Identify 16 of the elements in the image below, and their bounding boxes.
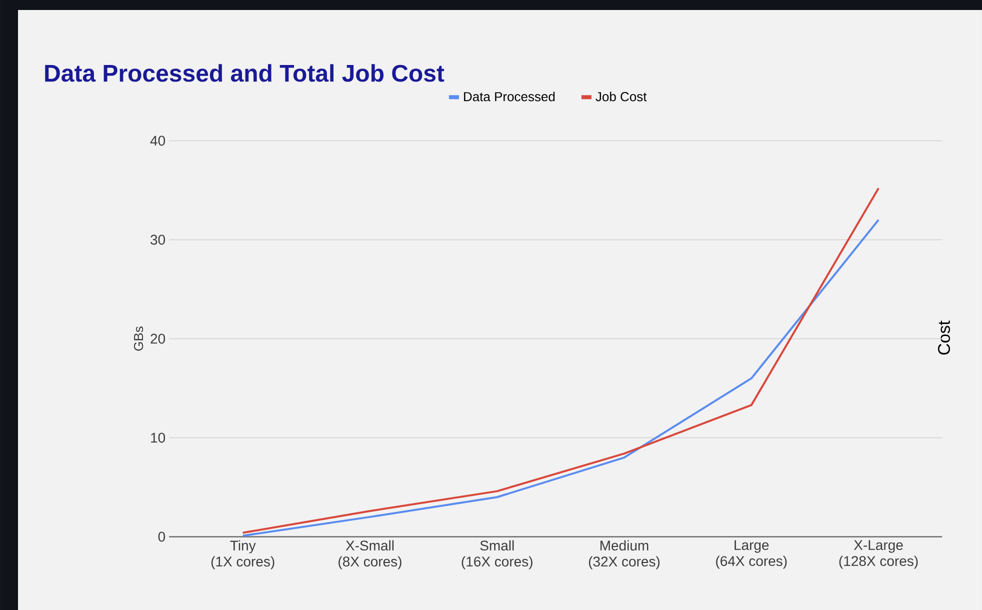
- y-tick-label: 30: [150, 234, 166, 245]
- x-tick-label: Medium (32X cores): [588, 540, 660, 570]
- y-axis-title: GBs: [134, 326, 144, 351]
- x-tick-label: Tiny (1X cores): [211, 540, 274, 570]
- x-tick-label: X-Large (128X cores): [839, 540, 918, 569]
- legend-label: Job Cost: [596, 92, 647, 102]
- x-tick-label: Large (64X cores): [716, 540, 787, 569]
- legend-label: Data Processed: [464, 92, 555, 102]
- chart-title: Data Processed and Total Job Cost: [45, 64, 444, 82]
- y-tick-label: 10: [151, 432, 166, 443]
- y2-axis-title: Cost: [938, 320, 950, 355]
- y-tick-label: 20: [150, 334, 166, 344]
- x-tick-label: Small (16X cores): [462, 540, 532, 570]
- y-tick-label: 40: [150, 136, 166, 146]
- y-tick-label: 0: [158, 532, 166, 542]
- x-tick-label: X-Small (8X cores): [338, 540, 402, 570]
